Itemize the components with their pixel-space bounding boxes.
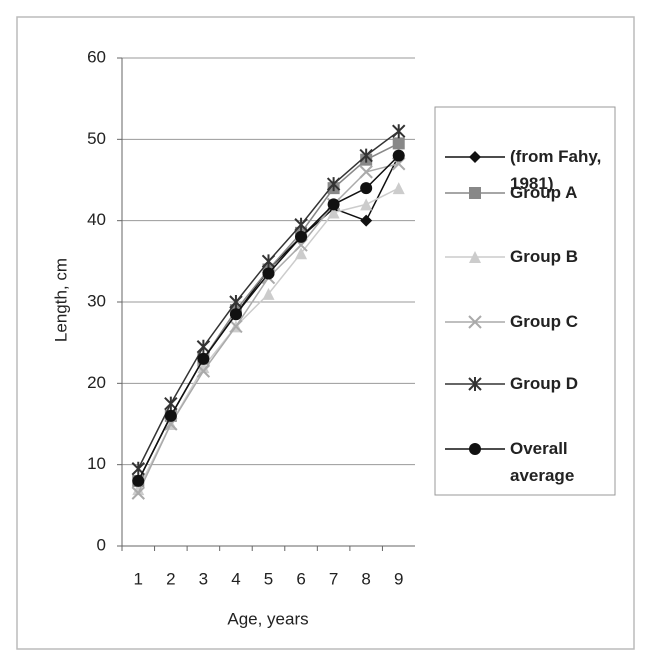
marker [197,361,210,374]
x-tick-label: 5 [264,569,273,588]
x-axis-label: Age, years [227,609,308,628]
x-tick-label: 4 [231,569,240,588]
marker [197,352,210,365]
marker [469,443,481,455]
marker [326,177,341,192]
y-tick-label: 0 [97,535,106,554]
marker [360,198,373,211]
series-line [137,155,400,482]
y-tick-label: 10 [87,454,106,473]
marker [262,267,275,280]
y-tick-label: 40 [87,210,106,229]
marker [359,165,373,179]
marker [392,137,405,150]
series-line [137,187,400,490]
marker [229,295,243,309]
y-tick-label: 30 [87,291,106,310]
x-tick-label: 7 [329,569,338,588]
marker [469,187,481,199]
marker [392,182,405,195]
marker [229,308,242,321]
legend-label: Overall average [510,439,575,485]
legend-label: Group A [510,183,578,202]
series-line [137,130,400,470]
legend-box [434,106,616,496]
series-line [137,142,400,482]
y-axis-label: Length, cm [51,258,70,342]
marker [468,377,482,391]
series-line [137,155,400,482]
marker [468,315,482,329]
x-tick-label: 8 [361,569,370,588]
marker [262,287,275,300]
marker [469,251,481,263]
x-tick-label: 3 [199,569,208,588]
x-tick-label: 1 [134,569,143,588]
series-line [137,163,399,494]
marker [229,319,243,334]
x-tick-label: 6 [296,569,305,588]
marker [196,339,211,354]
legend-label: Group D [510,374,578,393]
marker [294,217,308,232]
y-tick-label: 60 [87,47,106,66]
y-tick-label: 20 [87,373,106,392]
marker [359,148,373,163]
marker [261,254,276,269]
marker [132,474,145,487]
marker [131,486,145,500]
marker [360,182,373,195]
y-tick-label: 50 [87,129,106,148]
x-tick-label: 9 [394,569,403,588]
legend-label: Group B [510,247,578,266]
marker [327,206,340,219]
marker [392,149,405,162]
marker [469,151,481,163]
x-tick-label: 2 [166,569,175,588]
frame [16,16,635,650]
marker [327,198,340,211]
marker [360,214,373,227]
marker [392,124,406,139]
marker [132,483,145,496]
marker [295,230,308,243]
legend-label: (from Fahy, 1981) [510,147,602,193]
marker [295,247,308,260]
legend-label: Group C [510,312,578,331]
marker [164,409,177,422]
